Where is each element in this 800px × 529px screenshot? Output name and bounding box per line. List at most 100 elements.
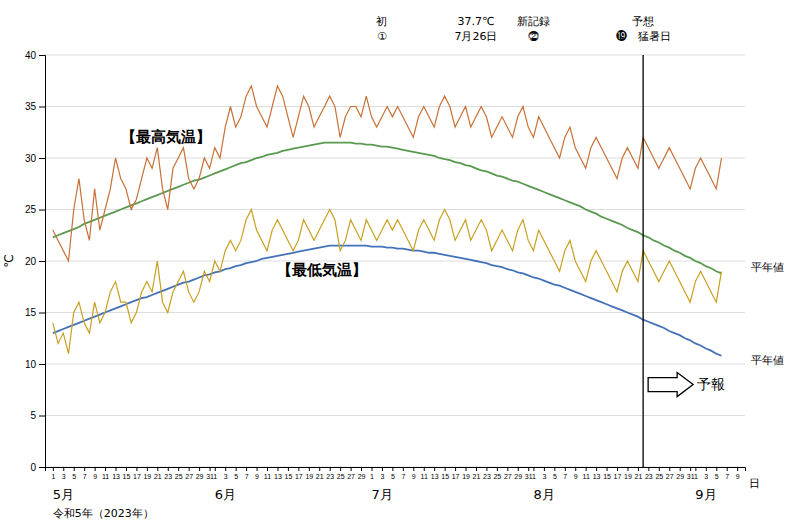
- x-tick-label: 13: [593, 473, 601, 480]
- forecast-arrow: [648, 373, 693, 397]
- x-tick-mark: [116, 467, 117, 471]
- x-tick-label: 9: [412, 473, 416, 480]
- x-tick: 7: [245, 467, 249, 480]
- x-tick-mark: [638, 467, 639, 471]
- x-tick-label: 5: [72, 473, 76, 480]
- x-tick-mark: [199, 467, 200, 471]
- x-tick: 7: [401, 467, 405, 480]
- plot: 0510152025303540135791113151719212325272…: [2, 15, 784, 520]
- y-tick: 30: [25, 153, 45, 164]
- y-tick-label: 25: [25, 204, 37, 215]
- month-label: 9月: [695, 487, 716, 502]
- y-tick-mark: [39, 261, 45, 262]
- forecast-label: 予報: [697, 376, 725, 392]
- x-tick-label: 29: [676, 473, 684, 480]
- x-tick-mark: [246, 467, 247, 471]
- annotation: 37.7℃: [458, 15, 495, 28]
- month-label: 7月: [371, 487, 392, 502]
- x-tick: 15: [603, 467, 611, 480]
- x-tick-label: 17: [452, 473, 460, 480]
- x-tick-label: 3: [62, 473, 66, 480]
- y-tick-mark: [39, 107, 45, 108]
- x-tick: 25: [655, 467, 663, 480]
- y-tick: 40: [25, 50, 45, 61]
- x-tick-mark: [267, 467, 268, 471]
- x-tick-mark: [298, 467, 299, 471]
- x-tick-mark: [706, 467, 707, 471]
- x-tick-label: 13: [431, 473, 439, 480]
- x-tick-label: 5: [715, 473, 719, 480]
- series-end-label: 平年値: [751, 261, 784, 274]
- x-tick: 15: [285, 467, 293, 480]
- x-tick-mark: [690, 467, 691, 471]
- y-tick: 5: [30, 410, 45, 421]
- x-tick: 17: [133, 467, 141, 480]
- x-tick-label: 5: [553, 473, 557, 480]
- annotation: 7月26日: [454, 30, 497, 43]
- x-tick-label: 7: [83, 473, 87, 480]
- x-tick: 27: [504, 467, 512, 480]
- x-tick: 9: [574, 467, 578, 480]
- x-tick: 19: [462, 467, 470, 480]
- x-tick-mark: [340, 467, 341, 471]
- x-tick-mark: [403, 467, 404, 471]
- x-tick-mark: [497, 467, 498, 471]
- year-label: 令和5年（2023年）: [53, 507, 154, 520]
- y-tick: 10: [25, 359, 45, 370]
- x-tick-mark: [371, 467, 372, 471]
- month-label: 5月: [53, 487, 74, 502]
- x-tick-label: 17: [133, 473, 141, 480]
- x-tick-label: 3: [380, 473, 384, 480]
- x-tick-label: 15: [441, 473, 449, 480]
- month-label: 6月: [215, 487, 236, 502]
- x-tick: 29: [358, 467, 366, 480]
- x-tick-mark: [392, 467, 393, 471]
- x-tick: 5: [72, 467, 76, 480]
- x-tick-mark: [178, 467, 179, 471]
- x-tick-mark: [157, 467, 158, 471]
- x-tick-mark: [136, 467, 137, 471]
- grid-line: [45, 364, 745, 365]
- grid-line: [45, 312, 745, 313]
- x-tick-mark: [607, 467, 608, 471]
- x-tick-mark: [288, 467, 289, 471]
- x-tick: 1: [51, 467, 55, 480]
- x-tick: 23: [164, 467, 172, 480]
- x-tick-mark: [351, 467, 352, 471]
- annotation: 初: [376, 15, 387, 28]
- x-tick: 11: [421, 467, 428, 480]
- x-tick-label: 5: [234, 473, 238, 480]
- x-tick: 13: [274, 467, 282, 480]
- y-tick-label: 20: [25, 256, 37, 267]
- x-tick-mark: [424, 467, 425, 471]
- x-tick: 29: [514, 467, 522, 480]
- x-tick: 1: [694, 467, 698, 480]
- x-tick-label: 7: [563, 473, 567, 480]
- x-tick: 3: [704, 467, 708, 480]
- y-tick-label: 5: [30, 410, 36, 421]
- x-tick-mark: [648, 467, 649, 471]
- x-axis: 1357911131517192123252729311357911131517…: [46, 467, 746, 480]
- x-tick: 7: [83, 467, 87, 480]
- x-tick: 17: [295, 467, 303, 480]
- y-tick-mark: [39, 55, 45, 56]
- month-label: 8月: [533, 487, 554, 502]
- x-tick-mark: [168, 467, 169, 471]
- x-tick-mark: [575, 467, 576, 471]
- x-tick-mark: [528, 467, 529, 471]
- y-tick-mark: [39, 364, 45, 365]
- x-tick-mark: [413, 467, 414, 471]
- x-tick-label: 21: [316, 473, 324, 480]
- x-tick: 5: [715, 467, 719, 480]
- annotation: 新記録: [517, 15, 550, 28]
- x-tick: 19: [143, 467, 151, 480]
- x-axis-title: 日: [749, 477, 760, 490]
- x-tick: 25: [175, 467, 183, 480]
- x-tick: 27: [666, 467, 674, 480]
- x-tick: 23: [645, 467, 653, 480]
- x-tick-mark: [105, 467, 106, 471]
- x-tick: 17: [614, 467, 622, 480]
- x-tick-label: 15: [285, 473, 293, 480]
- x-tick: 23: [483, 467, 491, 480]
- x-tick: 5: [391, 467, 395, 480]
